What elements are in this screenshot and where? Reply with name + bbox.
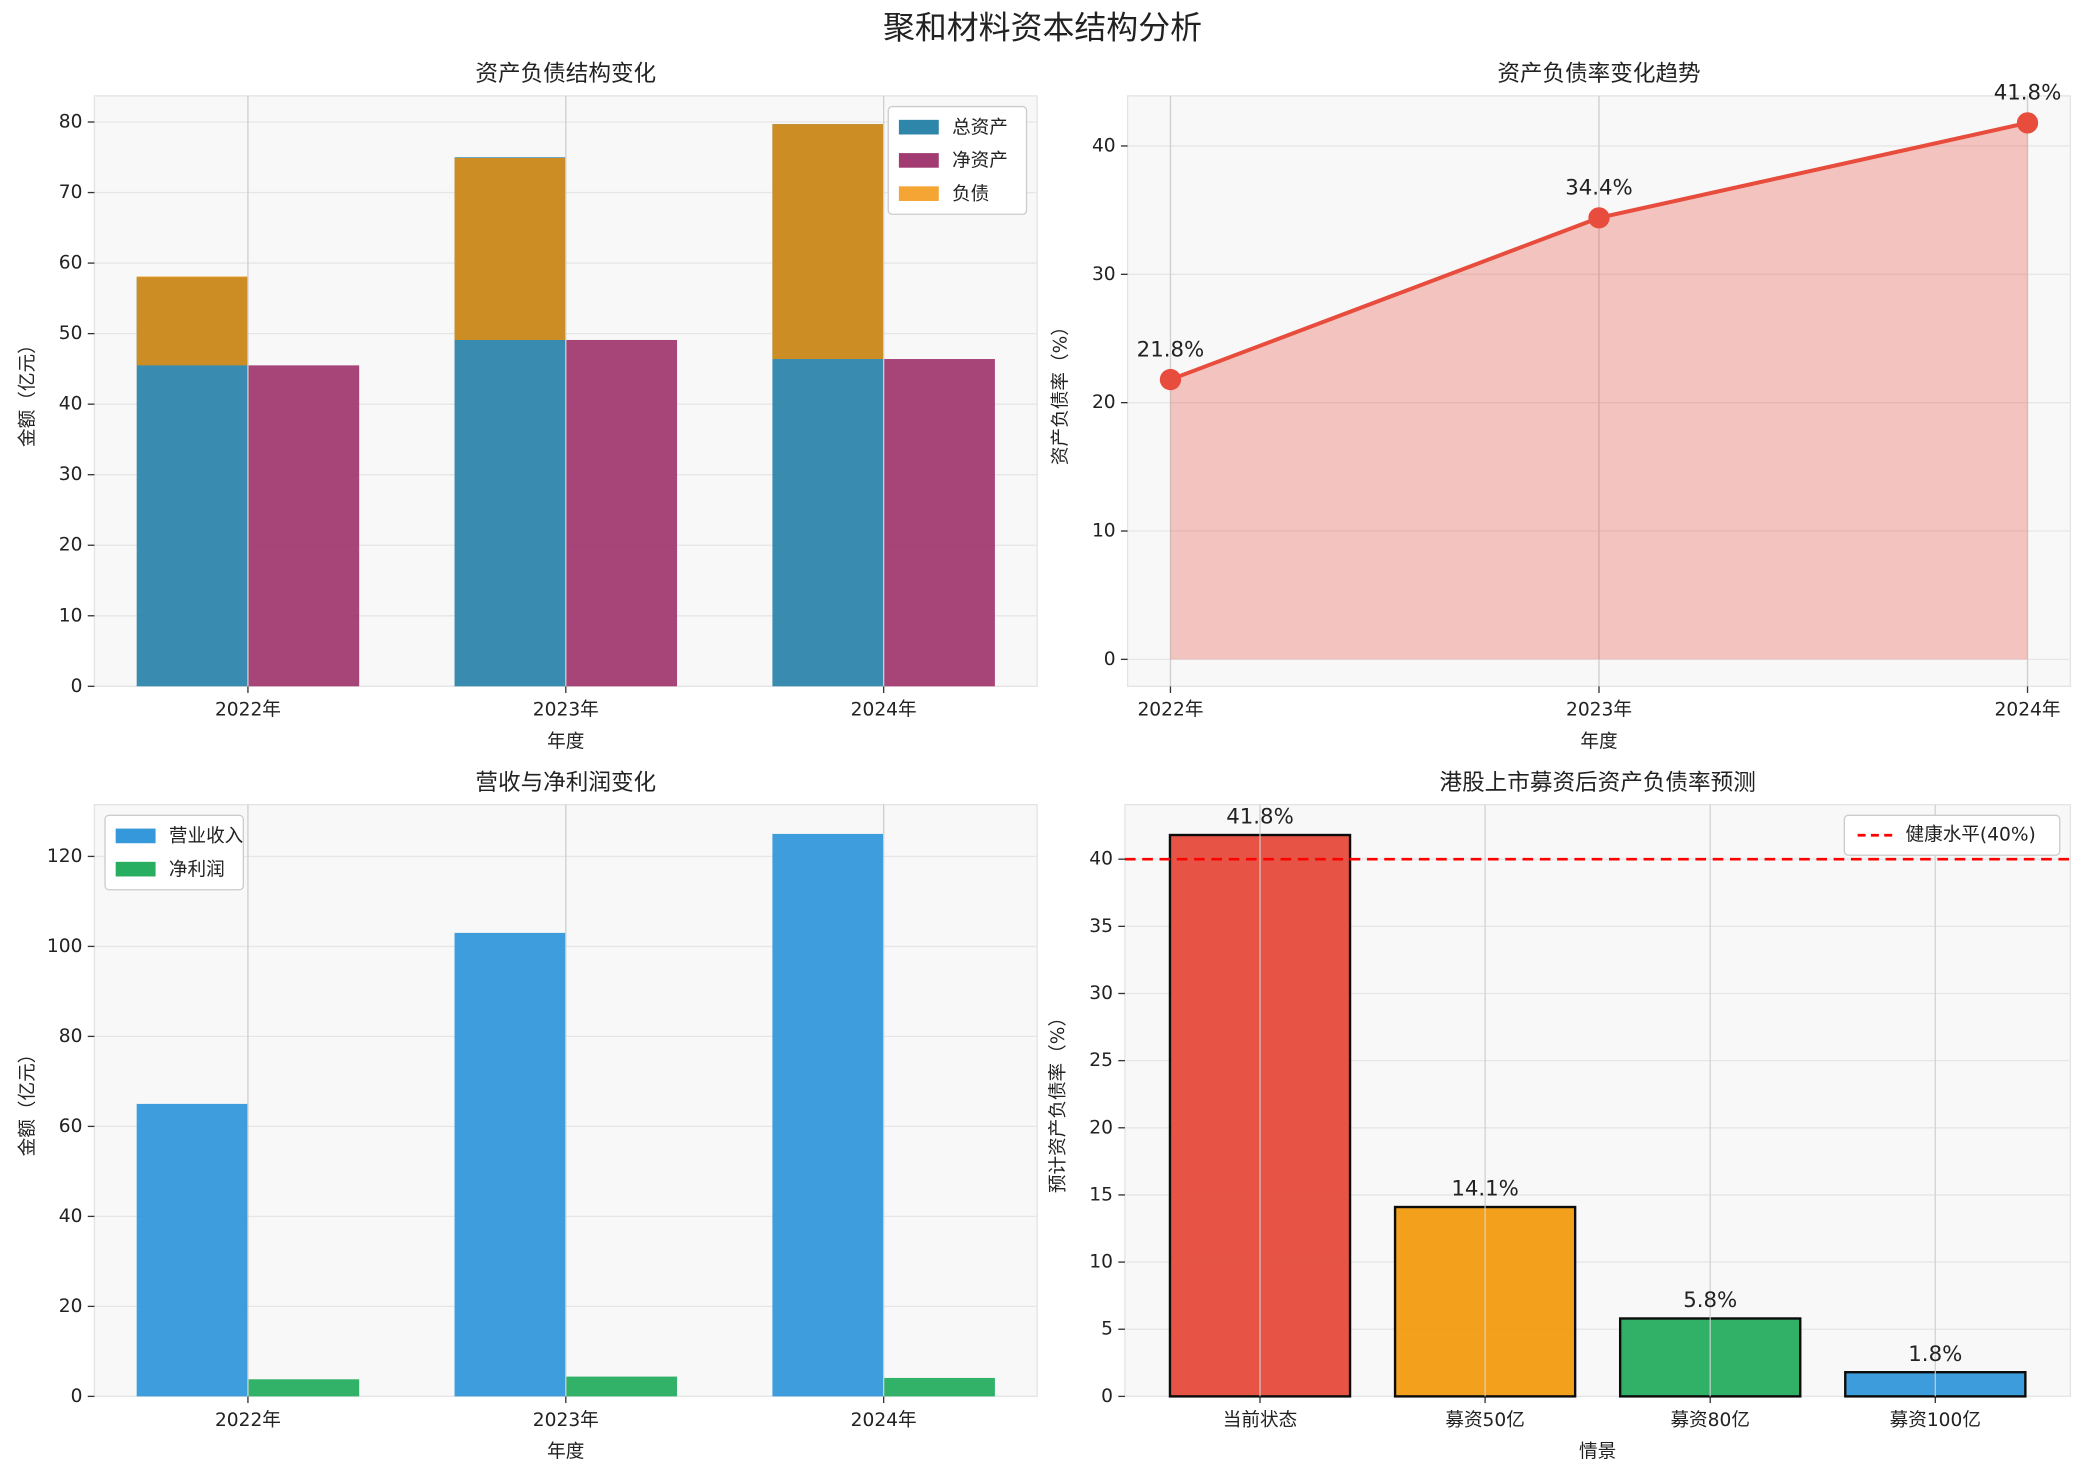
y-tick-label: 30 — [1092, 264, 1116, 285]
bar — [772, 124, 884, 360]
legend-label: 健康水平(40%) — [1905, 825, 2035, 846]
bar — [772, 833, 884, 1397]
bar — [454, 157, 566, 340]
value-label: 14.1% — [1451, 1177, 1519, 1202]
y-axis-label: 金额（亿元） — [17, 1045, 38, 1157]
value-label: 1.8% — [1908, 1342, 1962, 1367]
y-tick-label: 35 — [1089, 916, 1113, 937]
area — [1170, 122, 2028, 660]
bar — [454, 932, 566, 1397]
bar — [883, 359, 995, 687]
x-tick-label: 2024年 — [851, 700, 917, 721]
legend-swatch — [898, 153, 939, 168]
panel-title: 营收与净利润变化 — [475, 770, 656, 796]
bar — [136, 276, 248, 366]
y-tick-label: 80 — [59, 112, 83, 133]
y-tick-label: 120 — [47, 846, 83, 867]
panel-title: 资产负债结构变化 — [475, 61, 656, 87]
x-tick-label: 2024年 — [1995, 700, 2061, 721]
y-tick-label: 0 — [71, 1386, 83, 1407]
x-axis-label: 年度 — [547, 1442, 584, 1463]
legend-box — [1843, 814, 2061, 856]
value-label: 34.4% — [1565, 176, 1633, 201]
value-label: 41.8% — [1994, 81, 2062, 106]
legend-label: 营业收入 — [169, 826, 243, 847]
point — [1588, 207, 1610, 229]
y-tick-label: 10 — [1089, 1252, 1113, 1273]
y-tick-label: 0 — [1104, 649, 1116, 670]
y-tick-label: 40 — [1092, 135, 1116, 156]
panel-title: 资产负债率变化趋势 — [1497, 61, 1700, 87]
legend-label: 负债 — [952, 184, 989, 205]
y-tick-label: 80 — [59, 1026, 83, 1047]
y-tick-label: 20 — [1089, 1117, 1113, 1138]
bar — [136, 1103, 248, 1397]
y-tick-label: 40 — [59, 1206, 83, 1227]
bar — [565, 339, 678, 687]
x-tick-label: 募资80亿 — [1670, 1410, 1750, 1431]
y-tick-label: 50 — [59, 323, 83, 344]
legend-swatch — [898, 186, 939, 201]
x-tick-label: 2023年 — [533, 700, 599, 721]
main-title: 聚和材料资本结构分析 — [883, 8, 1202, 46]
value-label: 21.8% — [1137, 337, 1205, 362]
y-tick-label: 70 — [59, 182, 83, 203]
y-tick-label: 20 — [59, 1296, 83, 1317]
x-axis-label: 年度 — [1580, 732, 1617, 753]
x-tick-label: 募资100亿 — [1890, 1410, 1981, 1431]
x-tick-label: 2023年 — [533, 1410, 599, 1431]
y-tick-label: 0 — [71, 676, 83, 697]
legend-label: 总资产 — [952, 117, 1008, 138]
x-axis-label: 情景 — [1579, 1442, 1616, 1463]
x-tick-label: 募资50亿 — [1445, 1410, 1525, 1431]
y-tick-label: 20 — [1092, 392, 1116, 413]
point — [2016, 112, 2039, 134]
y-tick-label: 30 — [1089, 983, 1113, 1004]
legend-swatch — [115, 861, 156, 877]
x-tick-label: 当前状态 — [1223, 1410, 1297, 1431]
y-tick-label: 10 — [59, 605, 83, 626]
point — [1159, 368, 1182, 391]
bar — [247, 1379, 360, 1397]
bar — [247, 365, 360, 687]
y-tick-label: 60 — [59, 1116, 83, 1137]
y-tick-label: 20 — [59, 535, 83, 556]
legend-swatch — [115, 828, 156, 844]
y-axis-label: 预计资产负债率（%） — [1048, 1008, 1069, 1193]
y-axis-label: 资产负债率（%） — [1051, 317, 1072, 465]
y-axis-label: 金额（亿元） — [17, 335, 38, 447]
x-tick-label: 2022年 — [215, 1410, 281, 1431]
y-tick-label: 5 — [1101, 1319, 1113, 1340]
y-tick-label: 60 — [59, 253, 83, 274]
x-tick-label: 2023年 — [1566, 700, 1632, 721]
value-label: 41.8% — [1226, 805, 1294, 830]
legend-swatch — [898, 119, 939, 135]
y-tick-label: 25 — [1089, 1050, 1113, 1071]
x-tick-label: 2022年 — [1137, 700, 1203, 721]
y-tick-label: 40 — [1089, 849, 1113, 870]
legend-label: 净利润 — [169, 859, 225, 880]
bar — [565, 1376, 678, 1397]
y-tick-label: 0 — [1101, 1386, 1113, 1407]
legend-label: 净资产 — [952, 151, 1008, 172]
y-tick-label: 15 — [1089, 1184, 1113, 1205]
y-tick-label: 10 — [1092, 521, 1116, 542]
x-tick-label: 2022年 — [215, 700, 281, 721]
panel-title: 港股上市募资后资产负债率预测 — [1440, 770, 1756, 796]
value-label: 5.8% — [1683, 1288, 1737, 1313]
y-tick-label: 100 — [47, 936, 83, 957]
y-tick-label: 40 — [59, 394, 83, 415]
x-axis-label: 年度 — [547, 732, 584, 753]
x-tick-label: 2024年 — [851, 1410, 917, 1431]
bar — [883, 1377, 995, 1397]
y-tick-label: 30 — [59, 464, 83, 485]
